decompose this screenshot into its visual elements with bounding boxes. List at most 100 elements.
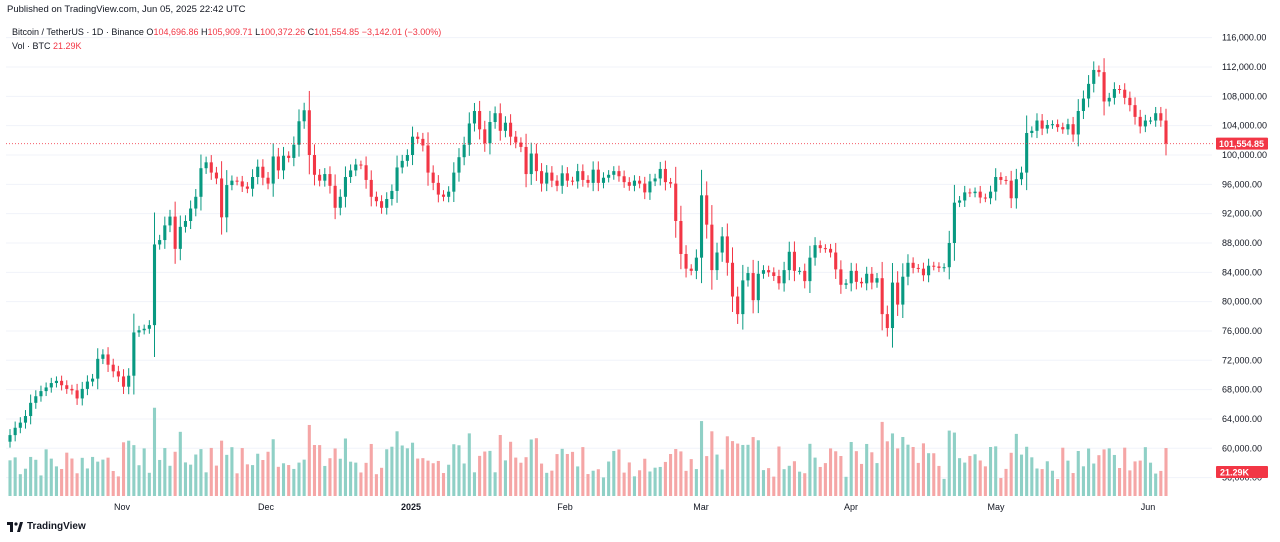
candle-body	[431, 172, 435, 183]
candle-body	[767, 270, 771, 273]
volume-bar	[555, 454, 559, 496]
volume-bar	[890, 433, 895, 496]
candle-body	[1107, 97, 1111, 102]
volume-bar	[431, 463, 435, 496]
candle-body	[839, 269, 843, 285]
high-label: H	[201, 27, 208, 37]
volume-bar	[436, 460, 440, 496]
volume-bar	[901, 436, 905, 496]
candle-body	[245, 186, 249, 189]
candle-body	[1154, 113, 1158, 121]
candle-body	[318, 174, 322, 181]
candle-body	[896, 282, 900, 305]
candle-body	[534, 153, 538, 172]
volume-bar	[1056, 479, 1060, 496]
volume-bar	[952, 432, 956, 496]
volume-bar	[369, 443, 373, 496]
volume-bar	[870, 452, 874, 496]
y-axis-tick-label: 116,000.00	[1222, 33, 1266, 43]
x-axis-tick-label: Feb	[557, 502, 573, 512]
volume-bar	[1025, 446, 1029, 496]
candle-body	[1102, 72, 1106, 102]
volume-bar	[96, 461, 100, 496]
volume-bar	[1050, 470, 1055, 496]
candle-body	[875, 278, 879, 283]
volume-bar	[782, 469, 786, 496]
candle-body	[627, 182, 631, 186]
candle-body	[96, 358, 100, 379]
y-axis-tick-label: 64,000.00	[1222, 414, 1262, 424]
y-axis-tick-label: 72,000.00	[1222, 355, 1262, 365]
candle-body	[818, 245, 822, 249]
volume-bar	[658, 466, 662, 496]
volume-bar	[1092, 463, 1096, 496]
y-axis-tick-label: 60,000.00	[1222, 443, 1262, 453]
volume-bar	[333, 448, 337, 496]
x-axis-tick-label: Jun	[1141, 502, 1156, 512]
candle-body	[1143, 120, 1147, 127]
volume-bar	[312, 445, 317, 496]
volume-bar	[973, 454, 977, 496]
volume-label[interactable]: Vol · BTC	[12, 41, 51, 51]
volume-tag-label: 21.29K	[1220, 468, 1250, 478]
last-price-label: 101,554.85	[1219, 139, 1264, 149]
candle-body	[18, 422, 22, 428]
volume-bar	[34, 459, 38, 496]
volume-bar	[390, 446, 394, 496]
candle-body	[1019, 172, 1024, 180]
volume-bar	[209, 447, 213, 496]
volume-bar	[457, 445, 461, 496]
volume-bar	[787, 465, 791, 496]
candle-body	[859, 281, 864, 284]
volume-bar	[65, 452, 69, 496]
volume-bar	[942, 478, 946, 496]
volume-bar	[488, 450, 492, 496]
candle-body	[699, 195, 704, 258]
symbol-label[interactable]: Bitcoin / TetherUS · 1D · Binance	[12, 27, 144, 37]
candle-body	[281, 155, 286, 171]
volume-bar	[364, 462, 368, 496]
candle-body	[988, 191, 993, 199]
volume-bar	[684, 470, 688, 496]
candle-body	[952, 202, 956, 243]
candle-body	[395, 167, 399, 191]
volume-bar	[792, 461, 796, 496]
volume-bar	[638, 470, 642, 496]
candle-body	[127, 375, 131, 387]
volume-bar	[127, 440, 131, 496]
candle-body	[369, 179, 373, 197]
volume-bar	[1097, 455, 1101, 496]
candle-body	[865, 273, 869, 284]
candle-body	[586, 179, 590, 183]
tradingview-footer[interactable]: TradingView	[7, 521, 86, 532]
open-value: 104,696.86	[153, 27, 199, 37]
volume-bar	[978, 460, 982, 496]
candle-body	[1138, 116, 1142, 127]
volume-bar	[1112, 454, 1116, 496]
candle-body	[8, 435, 12, 442]
candle-body	[333, 185, 337, 208]
candle-body	[638, 180, 642, 184]
candle-body	[1035, 120, 1039, 131]
candle-body	[307, 110, 311, 155]
volume-bar	[49, 458, 53, 496]
candle-body	[1128, 97, 1132, 106]
volume-bar	[730, 441, 735, 496]
volume-bar	[1118, 468, 1122, 496]
candle-body	[612, 171, 616, 175]
candle-body	[199, 168, 203, 197]
candle-body	[1159, 113, 1163, 121]
candle-body	[792, 251, 796, 271]
volume-bar	[385, 449, 389, 496]
volume-bar	[302, 459, 306, 496]
volume-bar	[689, 459, 693, 496]
candle-body	[416, 136, 420, 139]
volume-bar	[18, 474, 22, 496]
candle-body	[643, 183, 647, 193]
volume-bar	[777, 446, 781, 496]
candle-body	[173, 216, 177, 249]
volume-bar	[627, 462, 631, 496]
volume-bar	[75, 473, 79, 496]
candle-body	[39, 391, 43, 397]
